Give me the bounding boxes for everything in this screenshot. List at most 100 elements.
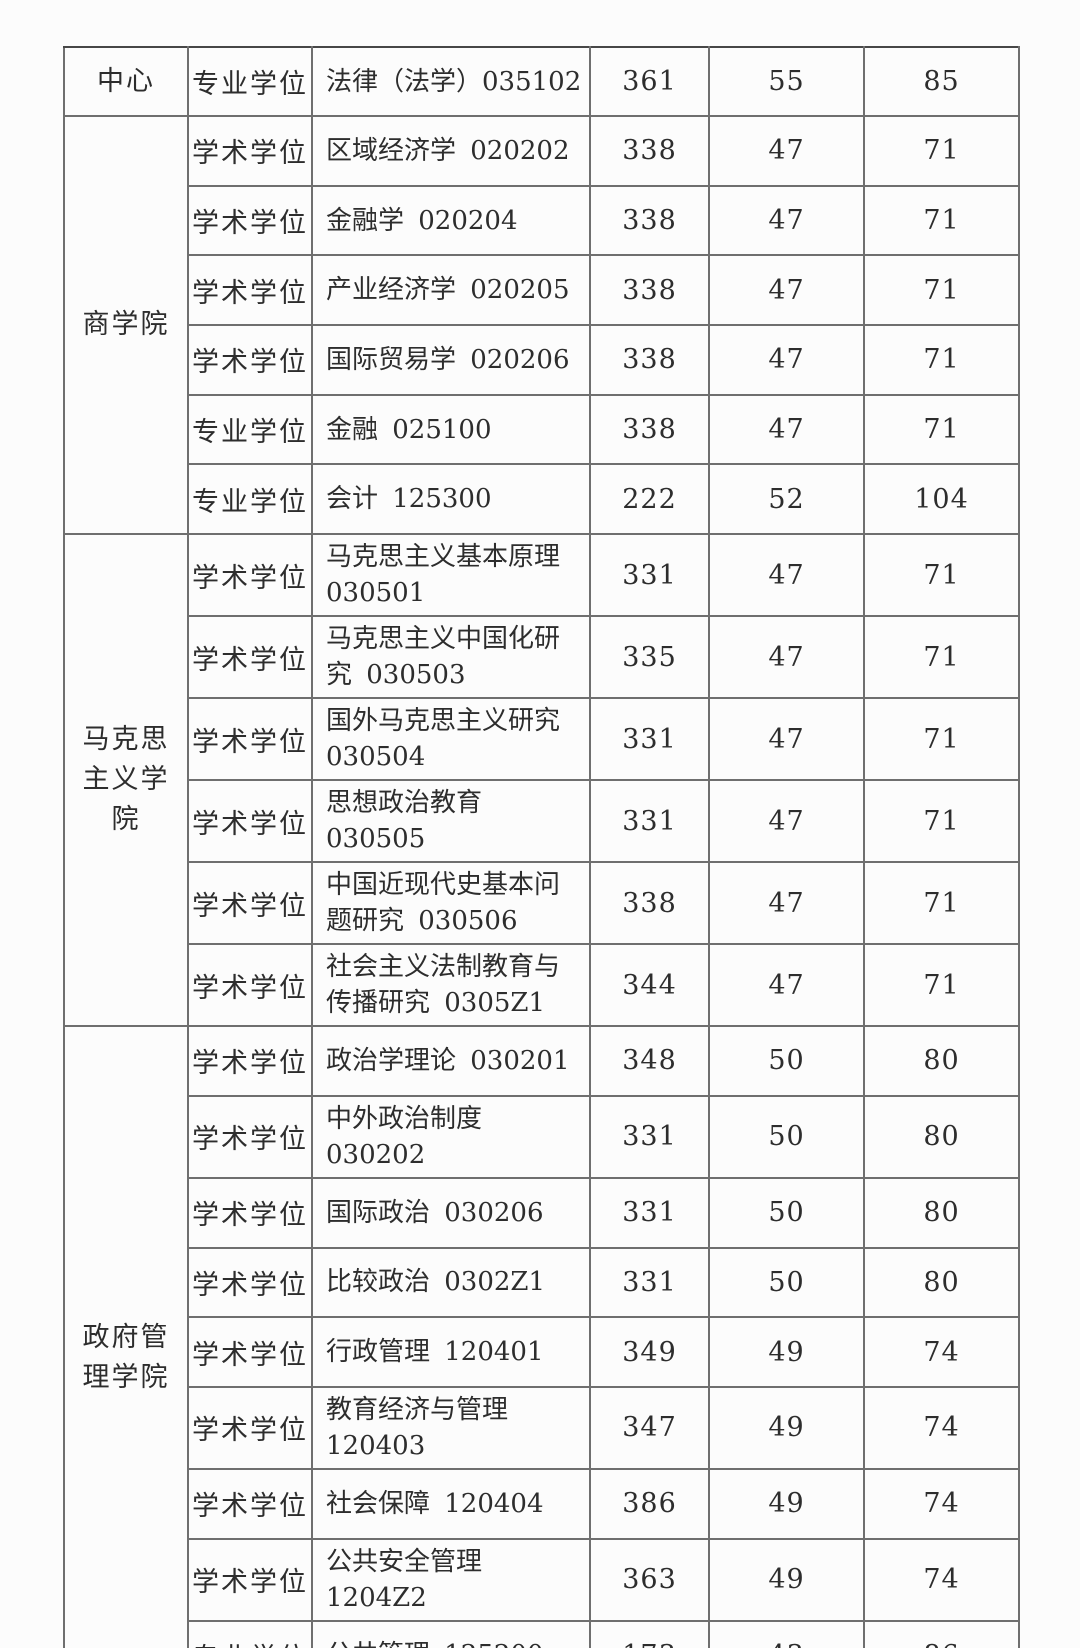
score-single-cell: 47 <box>708 779 865 864</box>
score-second-cell: 71 <box>863 533 1020 618</box>
score-total-cell: 349 <box>589 1316 710 1388</box>
score-second-cell: 71 <box>863 393 1020 466</box>
degree-type-cell: 学术学位 <box>187 115 313 187</box>
college-cell: 商学院 <box>63 114 189 536</box>
score-single-cell: 50 <box>708 1025 865 1097</box>
college-cell: 马克思主义学院 <box>63 533 189 1028</box>
score-single-cell: 50 <box>708 1176 865 1249</box>
score-second-cell: 74 <box>863 1316 1020 1388</box>
score-second-cell: 71 <box>863 184 1020 257</box>
score-single-cell: 47 <box>708 324 865 396</box>
score-total-cell: 344 <box>589 943 710 1028</box>
score-total-cell: 338 <box>589 861 710 946</box>
score-single-cell: 52 <box>708 463 865 536</box>
table-row: 专业学位公共管理 1252001734386 <box>64 1619 1020 1648</box>
score-single-cell: 49 <box>708 1316 865 1388</box>
score-total-cell: 335 <box>589 615 710 700</box>
score-second-cell: 71 <box>863 324 1020 396</box>
degree-type-cell: 学术学位 <box>187 943 313 1028</box>
major-cell: 国际政治 030206 <box>311 1176 591 1249</box>
score-total-cell: 331 <box>589 1246 710 1319</box>
score-total-cell: 338 <box>589 324 710 396</box>
score-total-cell: 386 <box>589 1467 710 1540</box>
score-second-cell: 86 <box>863 1619 1020 1648</box>
table-row: 专业学位 金融 025100 338 47 71 <box>64 393 1020 466</box>
table-row: 学术学位 国际贸易学 020206 338 47 71 <box>64 324 1020 396</box>
major-cell: 公共管理 125200 <box>311 1619 591 1648</box>
degree-type-cell: 学术学位 <box>187 1176 313 1249</box>
score-single-cell: 47 <box>708 533 865 618</box>
major-cell: 政治学理论 030201 <box>311 1025 591 1097</box>
table-row: 学术学位 马克思主义中国化研究 030503 335 47 71 <box>64 615 1020 700</box>
degree-type-cell: 学术学位 <box>187 697 313 782</box>
score-total-cell: 331 <box>589 779 710 864</box>
score-single-cell: 47 <box>708 861 865 946</box>
table-row: 学术学位 中国近现代史基本问题研究 030506 338 47 71 <box>64 861 1020 946</box>
degree-type-cell: 专业学位 <box>187 463 313 536</box>
table-row: 政府管理学院 学术学位 政治学理论 030201 348 50 80 <box>63 1025 1020 1648</box>
score-single-cell: 43 <box>708 1619 865 1648</box>
major-cell: 社会保障 120404 <box>311 1467 591 1540</box>
major-cell: 马克思主义基本原理 030501 <box>311 533 591 618</box>
degree-type-cell: 学术学位 <box>187 1385 313 1470</box>
college-cell: 政府管理学院 <box>63 1025 189 1648</box>
score-total-cell: 331 <box>589 697 710 782</box>
table-row: 学术学位 行政管理 120401 349 49 74 <box>64 1316 1020 1388</box>
college-cell: 中心 <box>63 46 189 117</box>
table-row: 学术学位 社会保障 120404 386 49 74 <box>64 1467 1020 1540</box>
score-total-cell: 363 <box>589 1537 710 1622</box>
table-row: 专业学位 会计 125300 222 52 104 <box>64 463 1020 536</box>
degree-type-cell: 学术学位 <box>187 1467 313 1540</box>
major-cell: 社会主义法制教育与传播研究 0305Z1 <box>311 943 591 1028</box>
score-second-cell: 80 <box>863 1094 1020 1179</box>
table-row: 学术学位 国外马克思主义研究 030504 331 47 71 <box>64 697 1020 782</box>
score-second-cell: 71 <box>863 943 1020 1028</box>
table-row: 学术学位 社会主义法制教育与传播研究 0305Z1 344 47 71 <box>64 943 1020 1028</box>
score-single-cell: 47 <box>708 115 865 187</box>
major-cell: 行政管理 120401 <box>311 1316 591 1388</box>
degree-type-cell: 学术学位 <box>187 254 313 327</box>
degree-type-cell: 学术学位 <box>187 184 313 257</box>
table-row: 学术学位 中外政治制度 030202 331 50 80 <box>64 1094 1020 1179</box>
score-single-cell: 49 <box>708 1467 865 1540</box>
score-total-cell: 348 <box>589 1025 710 1097</box>
scores-table-body: 中心 专业学位 法律（法学）035102 361 55 85 商学院 学术学位 区域经济学 02… <box>63 46 1020 1648</box>
score-second-cell: 80 <box>863 1246 1020 1319</box>
score-single-cell: 49 <box>708 1537 865 1622</box>
major-cell: 国际贸易学 020206 <box>311 324 591 396</box>
table-row: 学术学位 比较政治 0302Z1 331 50 80 <box>64 1246 1020 1319</box>
degree-type-cell: 专业学位 <box>187 46 313 117</box>
score-single-cell: 47 <box>708 615 865 700</box>
score-second-cell: 74 <box>863 1467 1020 1540</box>
degree-type-cell: 学术学位 <box>187 615 313 700</box>
score-total-cell: 222 <box>589 463 710 536</box>
major-cell: 马克思主义中国化研究 030503 <box>311 615 591 700</box>
score-single-cell: 47 <box>708 393 865 466</box>
major-cell: 教育经济与管理 120403 <box>311 1385 591 1470</box>
score-total-cell: 173 <box>589 1619 710 1648</box>
score-total-cell: 338 <box>589 115 710 187</box>
degree-type-cell: 学术学位 <box>187 1246 313 1319</box>
score-single-cell: 49 <box>708 1385 865 1470</box>
score-single-cell: 50 <box>708 1094 865 1179</box>
table-row: 学术学位 教育经济与管理 120403 347 49 74 <box>64 1385 1020 1470</box>
score-second-cell: 80 <box>863 1025 1020 1097</box>
major-cell: 产业经济学 020205 <box>311 254 591 327</box>
score-single-cell: 47 <box>708 943 865 1028</box>
score-single-cell: 47 <box>708 254 865 327</box>
table-row: 商学院 学术学位 区域经济学 020202 338 47 71 <box>63 114 1020 536</box>
table-row: 学术学位 国际政治 030206 331 50 80 <box>64 1176 1020 1249</box>
degree-type-cell: 学术学位 <box>187 1094 313 1179</box>
score-second-cell: 104 <box>863 463 1020 536</box>
degree-type-cell: 学术学位 <box>187 1316 313 1388</box>
major-cell: 法律（法学）035102 <box>311 46 591 117</box>
score-second-cell: 71 <box>863 254 1020 327</box>
degree-type-cell: 学术学位 <box>187 324 313 396</box>
table-row: 中心 专业学位 法律（法学）035102 361 55 85 <box>63 46 1020 117</box>
score-second-cell: 80 <box>863 1176 1020 1249</box>
major-cell: 金融 025100 <box>311 393 591 466</box>
score-second-cell: 71 <box>863 697 1020 782</box>
score-total-cell: 331 <box>589 533 710 618</box>
major-cell: 中外政治制度 030202 <box>311 1094 591 1179</box>
